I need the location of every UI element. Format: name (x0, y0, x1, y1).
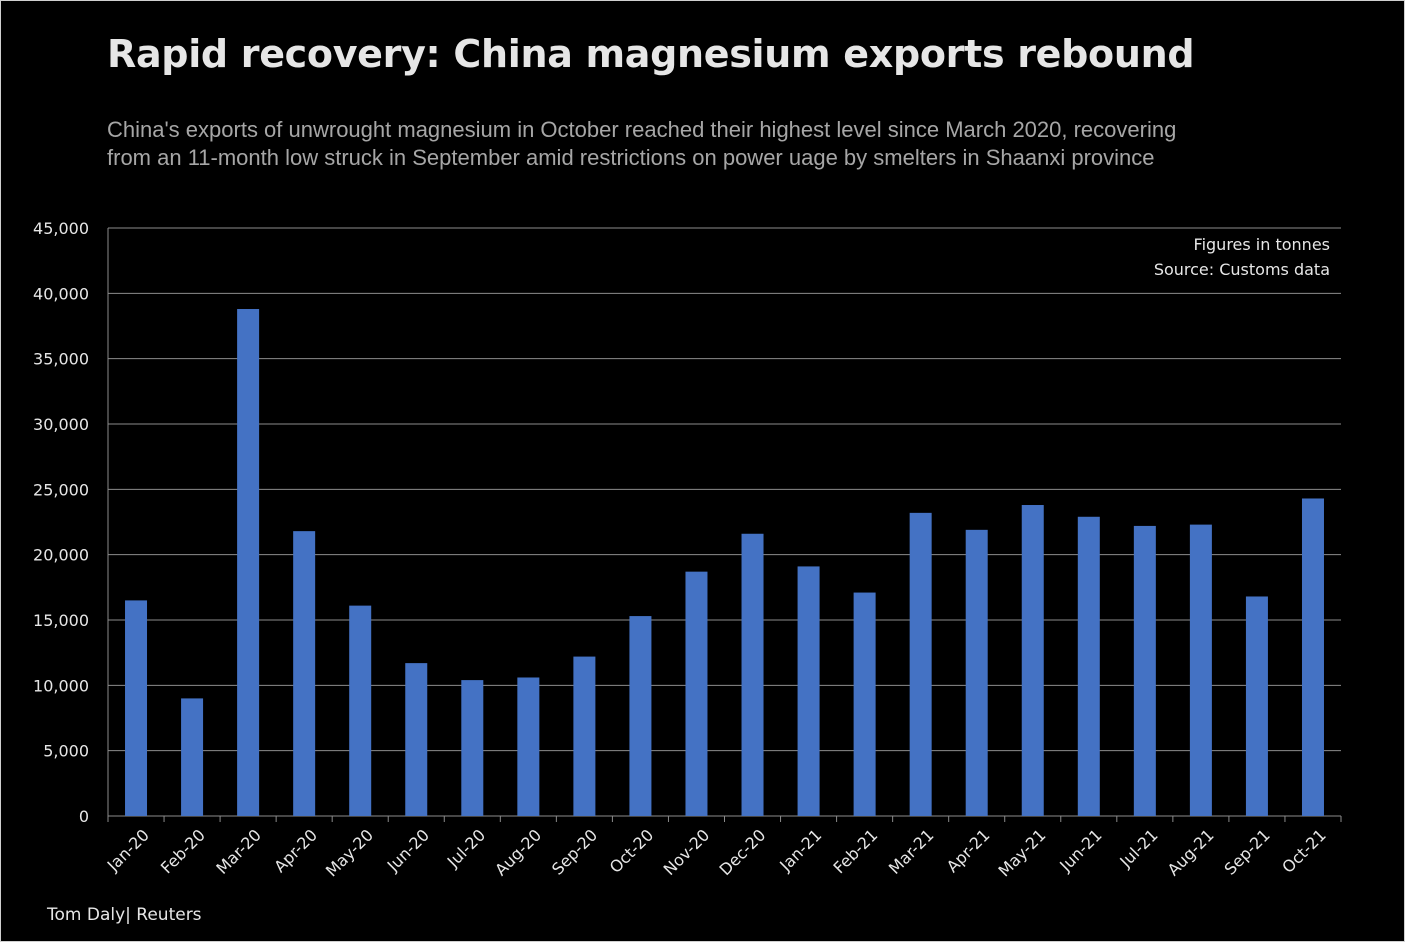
bar-aug-20 (517, 677, 540, 816)
x-tick-label: Mar-20 (212, 825, 265, 878)
y-tick-label: 5,000 (43, 742, 89, 761)
bar-mar-21 (909, 512, 932, 816)
y-tick-label: 0 (79, 807, 89, 826)
x-tick-label: Nov-20 (660, 825, 714, 879)
chart-subtitle: China's exports of unwrought magnesium i… (107, 116, 1176, 172)
x-tick-label: Jun-21 (1055, 825, 1105, 875)
x-tick-label: Aug-20 (491, 825, 545, 879)
bar-sep-20 (573, 656, 596, 816)
x-tick-label: Apr-21 (943, 825, 994, 876)
x-tick-label: Sep-21 (1221, 825, 1274, 878)
x-tick-label: Feb-20 (157, 825, 209, 877)
x-tick-label: Dec-20 (716, 825, 770, 879)
bar-apr-21 (965, 529, 988, 816)
x-tick-label: May-20 (322, 825, 377, 880)
bar-jun-20 (405, 663, 428, 816)
x-tick-label: Mar-21 (885, 825, 938, 878)
y-tick-label: 40,000 (33, 284, 89, 303)
bar-may-21 (1021, 505, 1044, 816)
x-tick-label: Jun-20 (383, 825, 433, 875)
subtitle-line-1: China's exports of unwrought magnesium i… (107, 117, 1177, 142)
y-tick-label: 25,000 (33, 480, 89, 499)
bar-nov-20 (685, 571, 708, 816)
bar-mar-20 (237, 309, 260, 816)
y-tick-label: 30,000 (33, 415, 89, 434)
y-tick-label: 35,000 (33, 350, 89, 369)
x-tick-label: Oct-21 (1278, 825, 1329, 876)
y-tick-label: 15,000 (33, 611, 89, 630)
y-tick-label: 20,000 (33, 546, 89, 565)
bar-dec-20 (741, 533, 764, 816)
x-tick-label: May-21 (994, 825, 1049, 880)
x-tick-label: Jan-20 (103, 825, 153, 875)
bar-sep-21 (1245, 596, 1268, 816)
x-tick-label: Apr-20 (270, 825, 321, 876)
x-tick-label: Feb-21 (829, 825, 881, 877)
x-tick-label: Jul-21 (1115, 825, 1161, 871)
chart-annotation: Figures in tonnes (1194, 235, 1330, 254)
bar-jun-21 (1077, 516, 1100, 816)
x-tick-label: Jul-20 (443, 825, 489, 871)
bar-jul-21 (1133, 525, 1156, 816)
y-tick-label: 45,000 (33, 219, 89, 238)
bar-jul-20 (461, 680, 484, 816)
bar-apr-20 (293, 531, 316, 816)
x-tick-label: Oct-20 (606, 825, 657, 876)
chart-title: Rapid recovery: China magnesium exports … (107, 32, 1195, 76)
bar-oct-20 (629, 616, 652, 816)
bar-feb-20 (181, 698, 204, 816)
bar-jan-20 (125, 600, 148, 816)
credit: Tom Daly| Reuters (47, 905, 202, 925)
x-tick-label: Aug-21 (1164, 825, 1218, 879)
bar-oct-21 (1301, 498, 1324, 816)
y-tick-label: 10,000 (33, 676, 89, 695)
bar-aug-21 (1189, 524, 1212, 816)
subtitle-line-2: from an 11-month low struck in September… (107, 145, 1155, 170)
bar-may-20 (349, 605, 372, 816)
bar-jan-21 (797, 566, 820, 816)
x-tick-label: Sep-20 (548, 825, 601, 878)
bar-feb-21 (853, 592, 876, 816)
x-tick-label: Jan-21 (775, 825, 825, 875)
chart-annotation: Source: Customs data (1154, 260, 1330, 279)
